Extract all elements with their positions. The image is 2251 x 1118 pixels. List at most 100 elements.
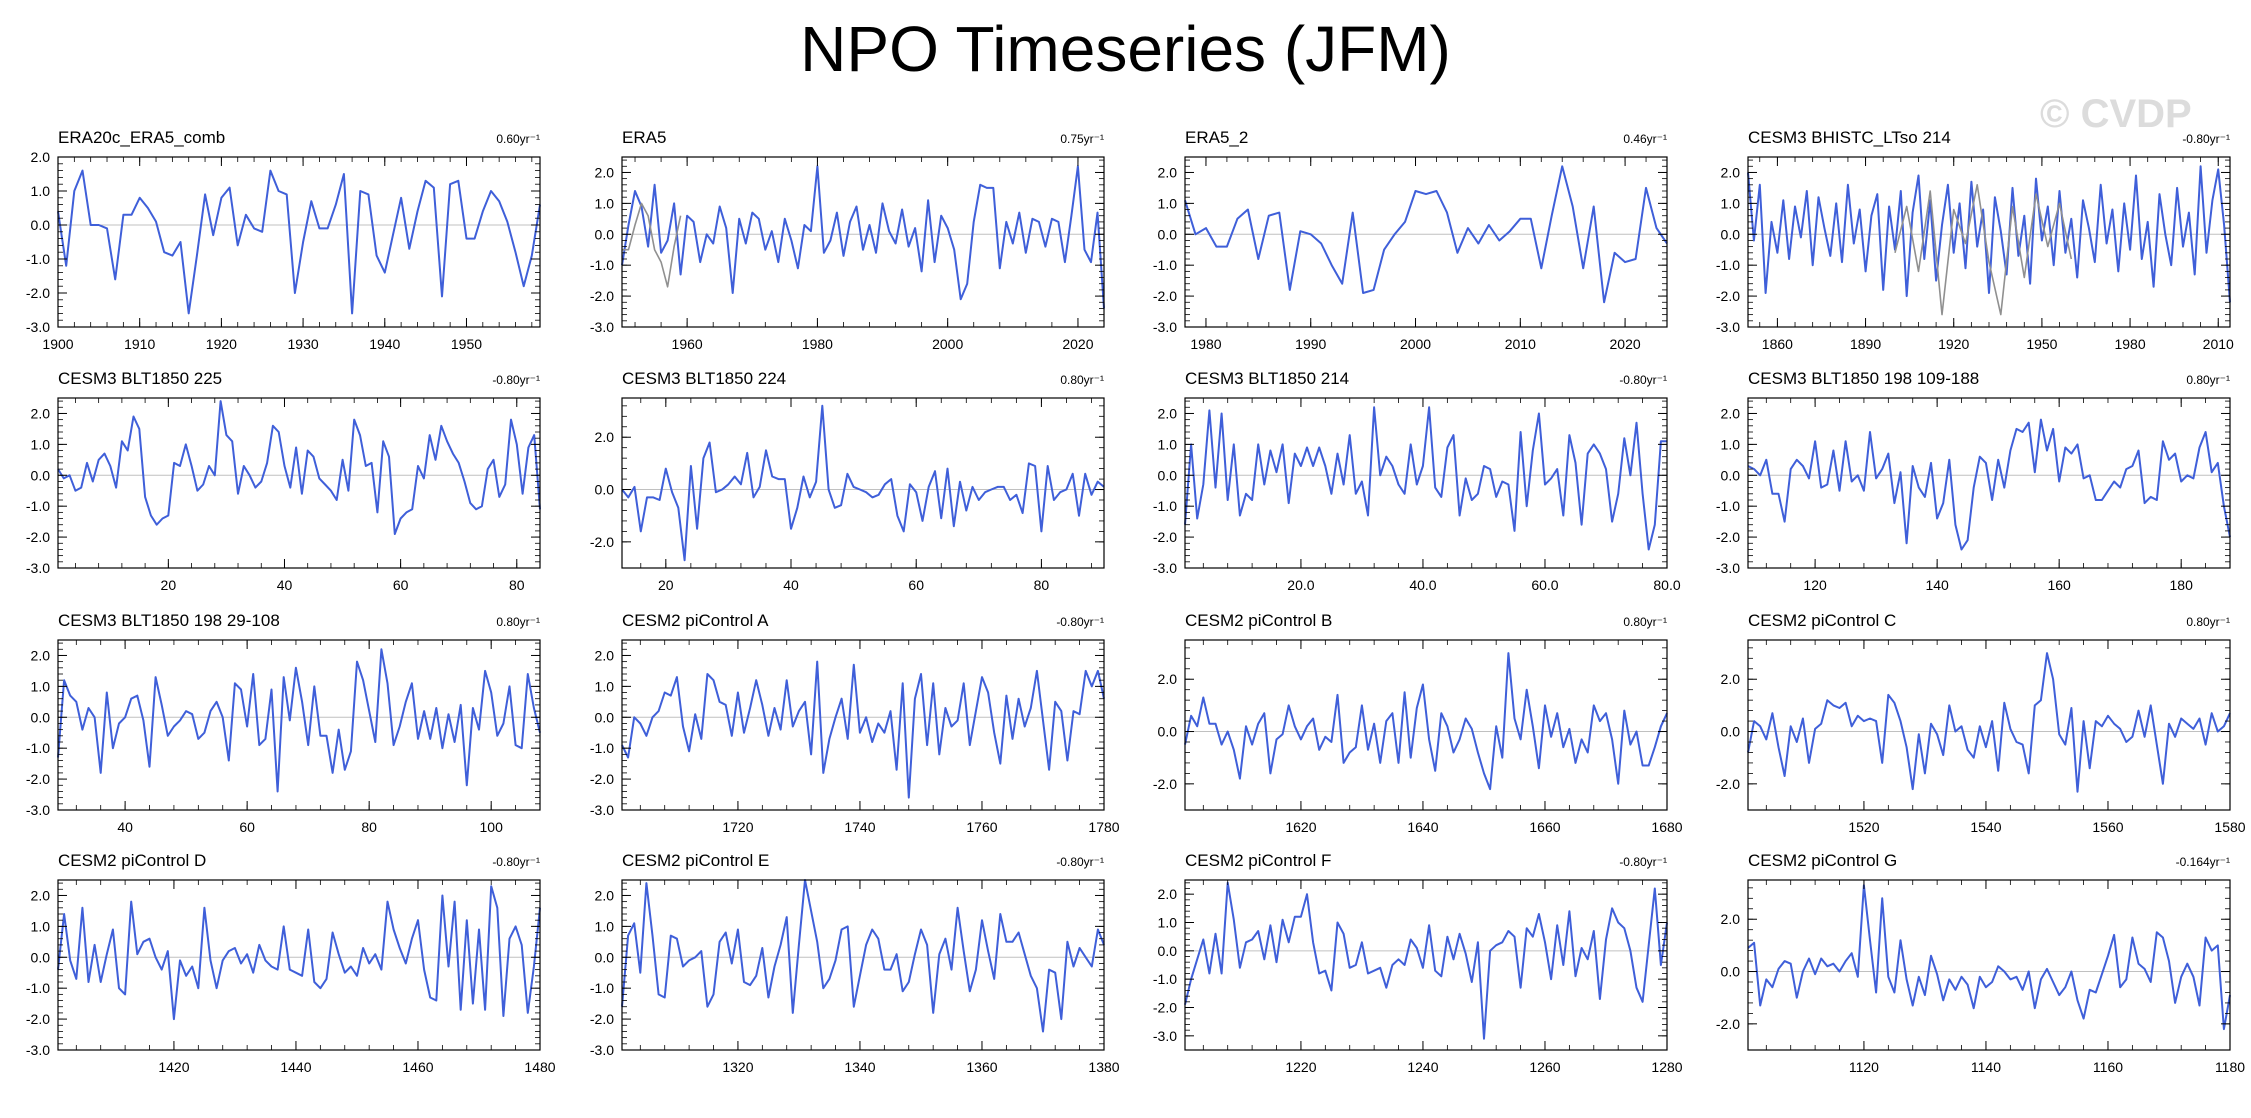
- y-tick-label: 0.0: [31, 709, 51, 725]
- y-tick-label: -3.0: [1153, 319, 1177, 335]
- panel-title: CESM3 BLT1850 198 109-188: [1748, 369, 1979, 388]
- x-tick-label: 1320: [722, 1059, 753, 1075]
- plot-frame: [621, 639, 1105, 811]
- x-tick-label: 80: [361, 819, 377, 835]
- series-line: [57, 648, 541, 793]
- plot-frame: [1184, 879, 1668, 1051]
- panel-trend-label: -0.80yr⁻¹: [1056, 855, 1104, 869]
- x-tick-label: 1930: [288, 336, 319, 352]
- y-tick-label: 0.0: [1721, 467, 1741, 483]
- plot-frame: [1184, 639, 1668, 811]
- panel-title: CESM2 piControl G: [1748, 851, 1897, 870]
- y-tick-label: -2.0: [590, 771, 614, 787]
- x-tick-label: 180: [2170, 577, 2194, 593]
- plot-frame: [621, 397, 1105, 569]
- y-tick-label: -1.0: [1153, 971, 1177, 987]
- y-tick-label: 0.0: [595, 482, 615, 498]
- x-tick-label: 40.0: [1409, 577, 1436, 593]
- x-tick-label: 40: [277, 577, 293, 593]
- x-tick-label: 1900: [42, 336, 73, 352]
- series-line: [1184, 165, 1668, 304]
- y-tick-label: -2.0: [1153, 776, 1177, 792]
- series-line: [1747, 165, 2231, 303]
- x-tick-label: 120: [1803, 577, 1827, 593]
- x-tick-label: 1950: [2026, 336, 2057, 352]
- plot-frame: [57, 397, 541, 569]
- panel-title: ERA5: [622, 128, 666, 147]
- x-tick-label: 60: [393, 577, 409, 593]
- plot-frame: [57, 639, 541, 811]
- x-tick-label: 1340: [844, 1059, 875, 1075]
- panel-title: CESM3 BHISTC_LTso 214: [1748, 128, 1951, 147]
- y-tick-label: -2.0: [1716, 776, 1740, 792]
- x-tick-label: 1140: [1971, 1059, 2001, 1075]
- x-tick-label: 80.0: [1653, 577, 1680, 593]
- x-tick-label: 1540: [1970, 819, 2001, 835]
- panel-trend-label: 0.80yr⁻¹: [2186, 373, 2230, 387]
- x-tick-label: 80: [1034, 577, 1050, 593]
- x-tick-label: 1920: [1938, 336, 1969, 352]
- x-tick-label: 60: [239, 819, 255, 835]
- y-tick-label: -2.0: [1153, 1000, 1177, 1016]
- y-tick-label: -3.0: [26, 560, 50, 576]
- y-tick-label: -1.0: [1153, 498, 1177, 514]
- x-tick-label: 20.0: [1287, 577, 1314, 593]
- panel-trend-label: 0.60yr⁻¹: [496, 132, 540, 146]
- y-tick-label: 1.0: [1721, 195, 1741, 211]
- plot-frame: [1184, 397, 1668, 569]
- panel-11: CESM2 piControl B 0.80yr⁻¹ 1620 1640 1660 168…: [1153, 611, 1683, 835]
- y-tick-label: 0.0: [595, 226, 615, 242]
- x-tick-label: 1780: [1088, 819, 1119, 835]
- x-tick-label: 1990: [1295, 336, 1326, 352]
- panel-trend-label: -0.80yr⁻¹: [2182, 132, 2230, 146]
- panel-6: CESM3 BLT1850 224 0.80yr⁻¹ 20 40 60 80 -2.0 0.0…: [590, 369, 1105, 593]
- panel-trend-label: 0.80yr⁻¹: [1060, 373, 1104, 387]
- panel-5: CESM3 BLT1850 225 -0.80yr⁻¹ 20 40 60 80 -3.0 -2…: [26, 369, 541, 593]
- panel-title: CESM2 piControl B: [1185, 611, 1332, 630]
- y-tick-label: -1.0: [1153, 257, 1177, 273]
- y-tick-label: -1.0: [26, 740, 50, 756]
- y-tick-label: 0.0: [1158, 467, 1178, 483]
- plot-frame: [621, 156, 1105, 328]
- panel-trend-label: 0.80yr⁻¹: [1623, 615, 1667, 629]
- y-tick-label: 0.0: [31, 467, 51, 483]
- x-tick-label: 1760: [966, 819, 997, 835]
- x-tick-label: 1910: [124, 336, 155, 352]
- x-tick-label: 140: [1925, 577, 1949, 593]
- y-tick-label: -2.0: [1153, 288, 1177, 304]
- y-tick-label: 2.0: [595, 164, 615, 180]
- x-tick-label: 100: [480, 819, 504, 835]
- y-tick-label: 2.0: [1721, 911, 1741, 927]
- y-tick-label: 0.0: [1158, 943, 1178, 959]
- x-tick-label: 2010: [2203, 336, 2234, 352]
- x-tick-label: 1980: [802, 336, 833, 352]
- x-tick-label: 1860: [1762, 336, 1793, 352]
- y-tick-label: -3.0: [590, 319, 614, 335]
- y-tick-label: 1.0: [595, 195, 615, 211]
- y-tick-label: 0.0: [1158, 724, 1178, 740]
- panel-13: CESM2 piControl D -0.80yr⁻¹ 1420 1440 1460 14…: [26, 851, 556, 1075]
- x-tick-label: 40: [783, 577, 799, 593]
- series-line: [57, 885, 541, 1021]
- series-line: [1747, 652, 2231, 793]
- panel-title: ERA5_2: [1185, 128, 1248, 147]
- y-tick-label: -1.0: [1716, 498, 1740, 514]
- panel-3: ERA5_2 0.46yr⁻¹ 1980 1990 2000 2010 2020 -3.0 -2…: [1153, 128, 1668, 352]
- series-line: [57, 169, 541, 315]
- x-tick-label: 1660: [1529, 819, 1560, 835]
- y-tick-label: -2.0: [590, 1011, 614, 1027]
- y-tick-label: 0.0: [1721, 964, 1741, 980]
- y-tick-label: 2.0: [31, 149, 51, 165]
- x-tick-label: 1520: [1848, 819, 1879, 835]
- x-tick-label: 1460: [402, 1059, 433, 1075]
- y-tick-label: 1.0: [1158, 195, 1178, 211]
- panel-trend-label: -0.80yr⁻¹: [1619, 855, 1667, 869]
- y-tick-label: 2.0: [1721, 671, 1741, 687]
- x-tick-label: 1380: [1088, 1059, 1119, 1075]
- y-tick-label: 1.0: [31, 436, 51, 452]
- x-tick-label: 60.0: [1531, 577, 1558, 593]
- panel-1: ERA20c_ERA5_comb 0.60yr⁻¹ 1900 1910 1920 1930…: [26, 128, 541, 352]
- x-tick-label: 1160: [2093, 1059, 2123, 1075]
- panel-7: CESM3 BLT1850 214 -0.80yr⁻¹ 20.0 40.0 60.0 80…: [1153, 369, 1681, 593]
